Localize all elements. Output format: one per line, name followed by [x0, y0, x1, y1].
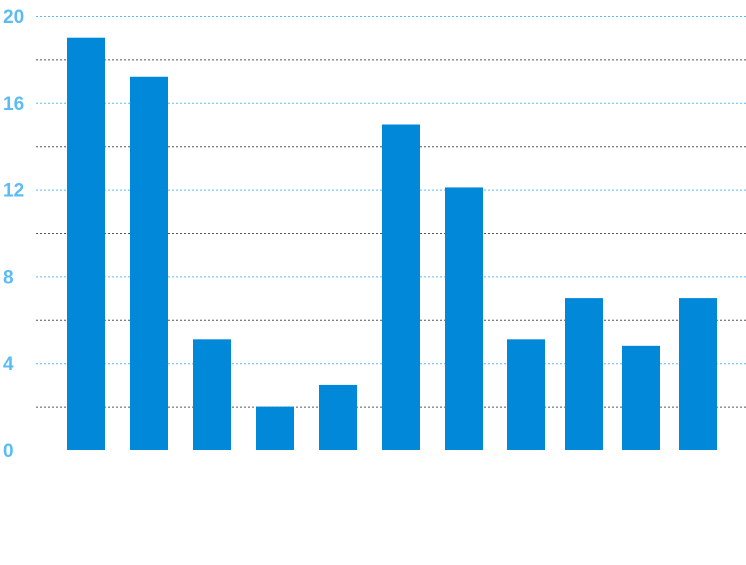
y-tick-label: 16: [3, 94, 24, 115]
bar: [319, 384, 357, 450]
bar: [130, 76, 168, 450]
y-tick-label: 8: [3, 267, 14, 288]
bar: [565, 298, 603, 450]
bar: [193, 339, 231, 450]
bar: [382, 124, 420, 450]
bar: [507, 339, 545, 450]
bar: [256, 406, 294, 450]
bar: [67, 37, 105, 450]
y-axis-tick-labels: 0 4 8 12 16 20: [3, 7, 24, 462]
bar: [622, 345, 660, 450]
y-tick-label: 0: [3, 441, 14, 462]
y-tick-label: 4: [3, 354, 14, 375]
y-tick-label: 20: [3, 7, 24, 28]
bar: [679, 298, 717, 450]
bar: [445, 187, 483, 450]
bars: [67, 37, 717, 450]
y-tick-label: 12: [3, 181, 24, 202]
